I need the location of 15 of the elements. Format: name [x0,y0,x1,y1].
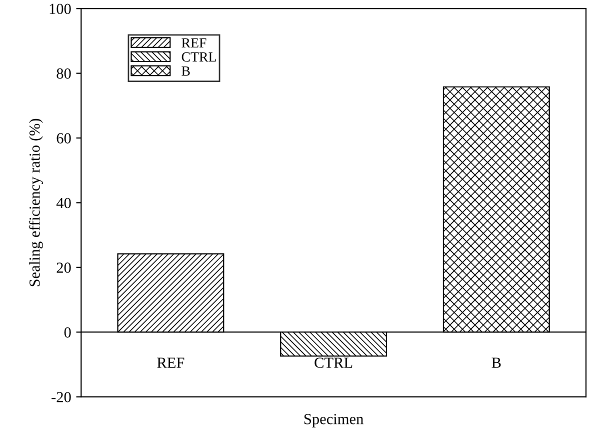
legend-label: CTRL [182,52,216,62]
y-tick-label: 60 [56,133,71,144]
x-tick-label: CTRL [314,358,352,368]
legend-label: REF [182,38,206,48]
legend-label: B [182,66,190,76]
y-tick-label: 0 [64,327,71,338]
y-axis-title: Sealing efficiency ratio (%) [28,118,43,286]
y-tick-label: 20 [56,262,71,273]
y-tick-label: 80 [56,68,71,79]
y-tick-label: 40 [56,198,71,208]
x-tick-label: B [492,358,501,368]
y-tick-label: -20 [52,392,71,402]
x-axis-title: Specimen [304,414,364,428]
y-tick-label: 100 [50,4,71,14]
x-tick-label: REF [157,358,184,368]
